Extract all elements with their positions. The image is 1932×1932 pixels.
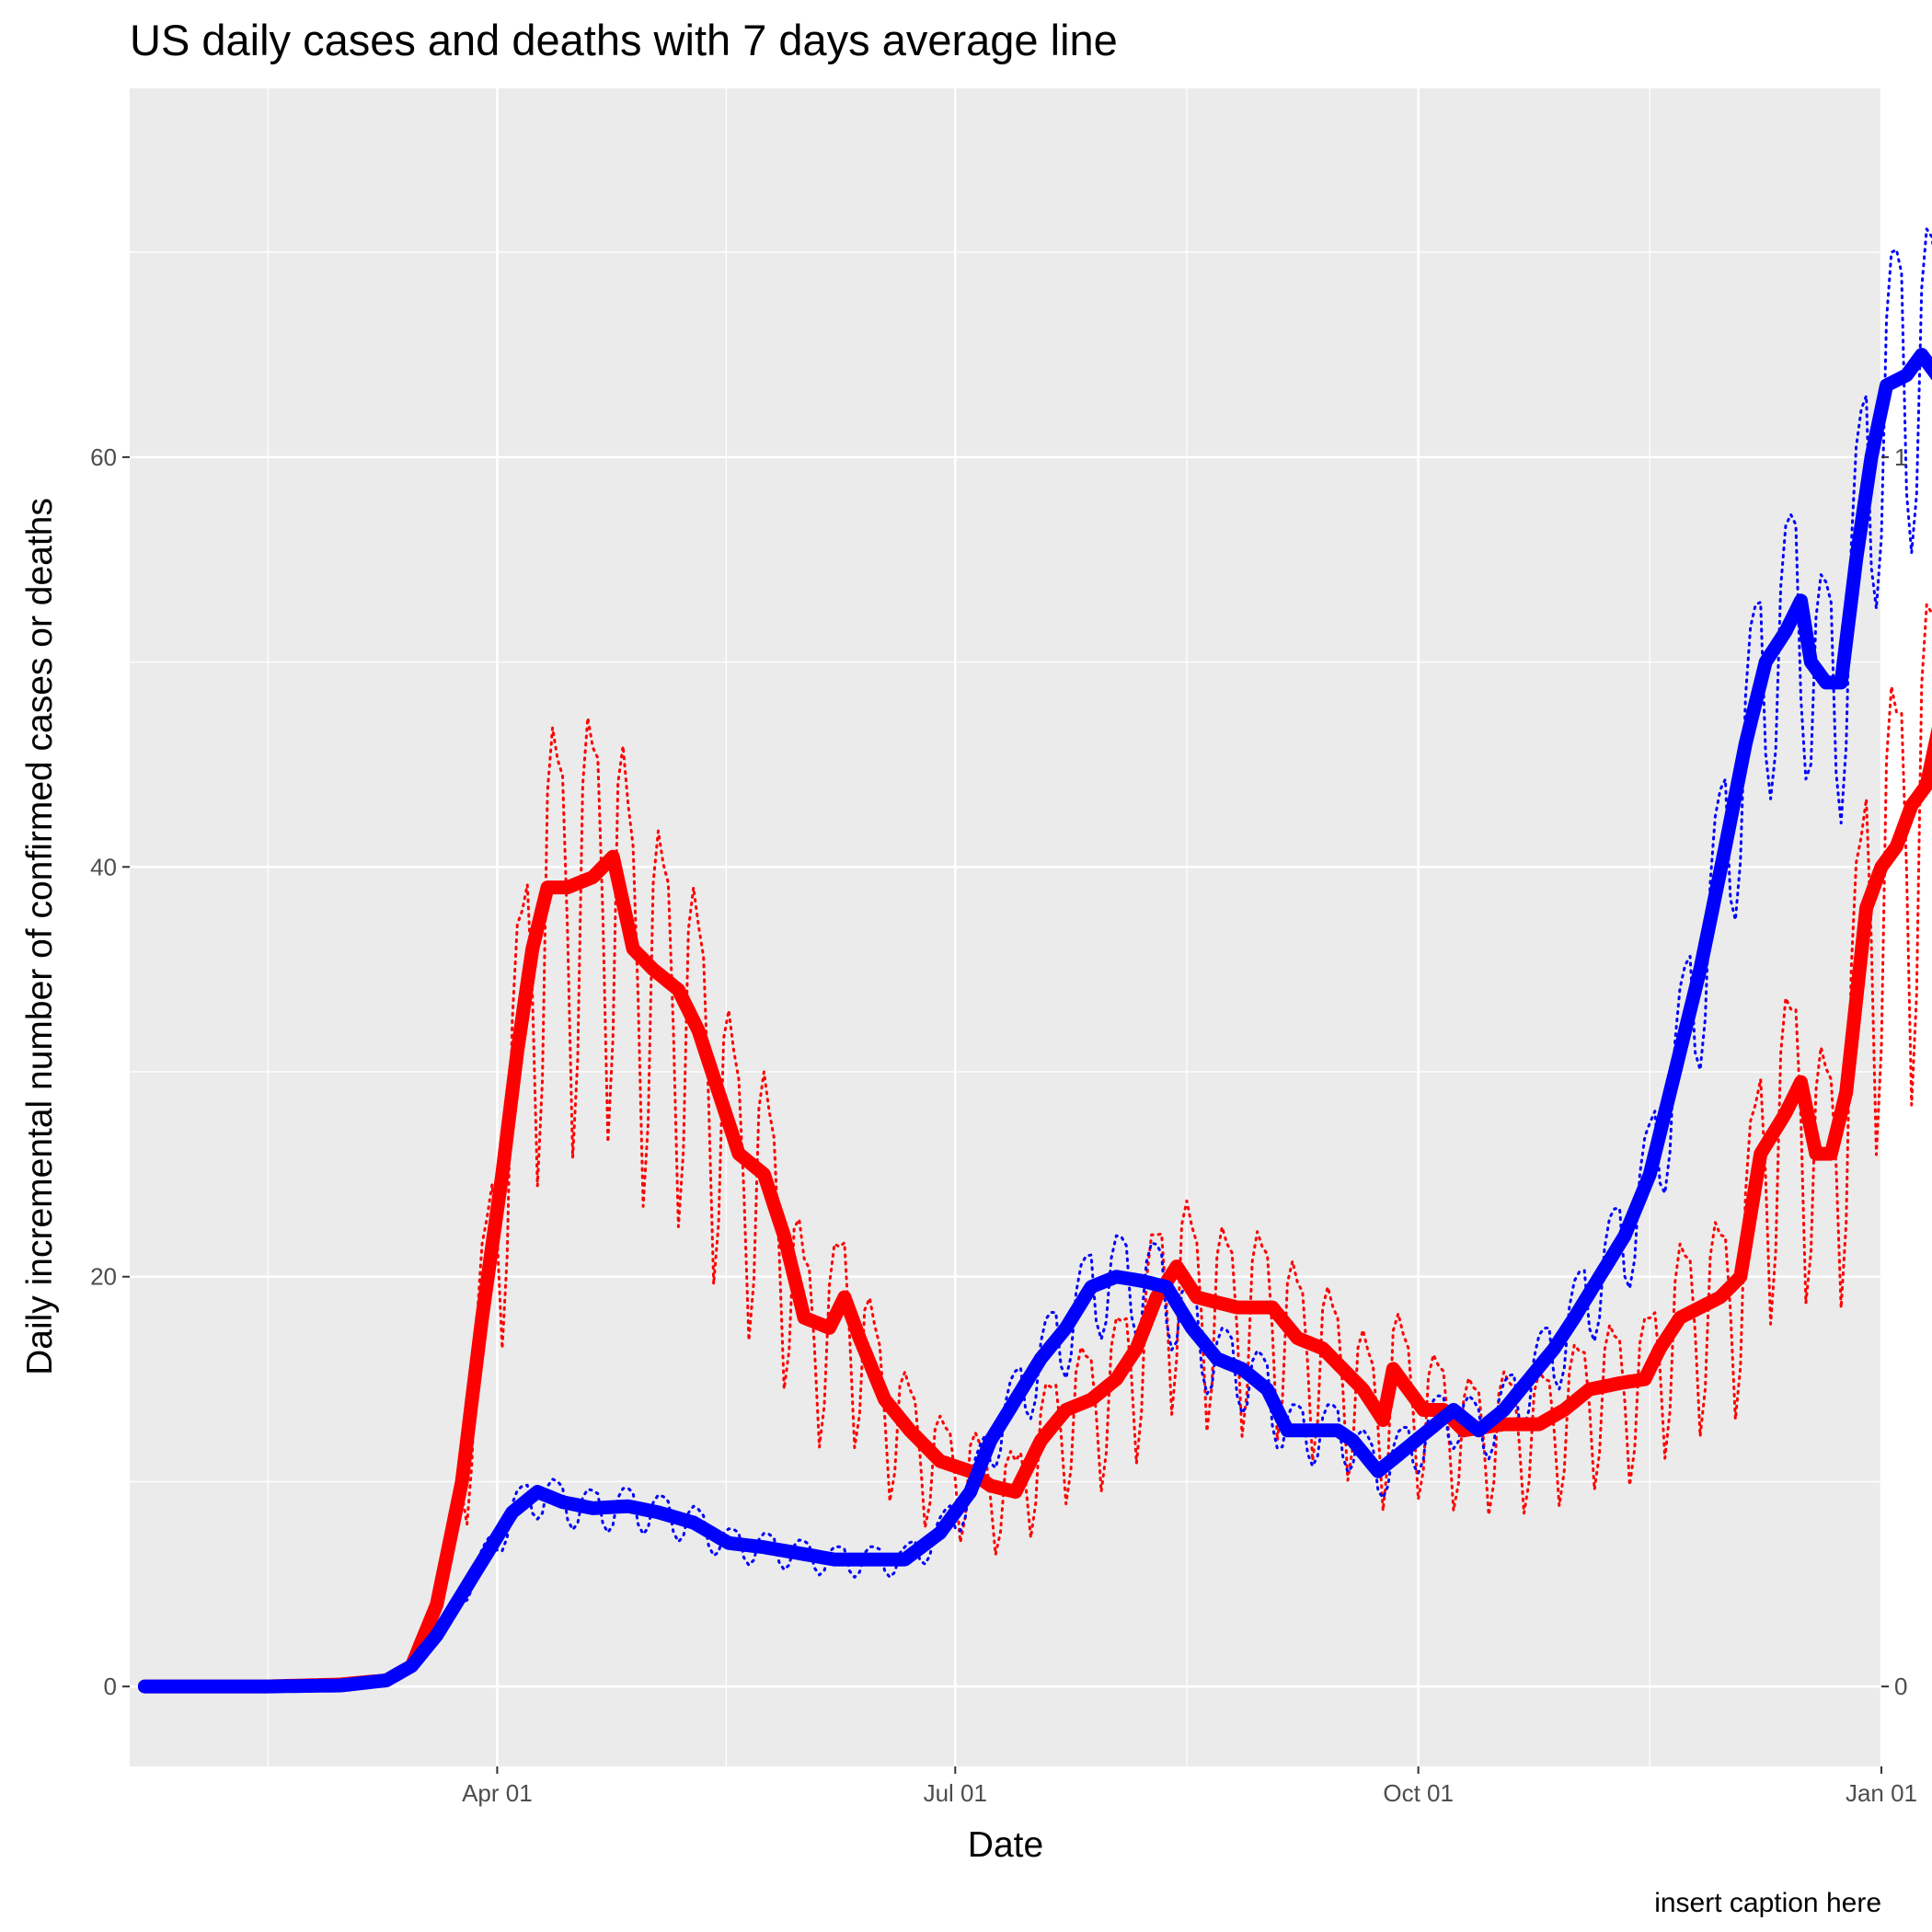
grid-minor (130, 88, 1881, 1766)
x-axis-title: Date (968, 1825, 1043, 1865)
grid-major (130, 88, 1883, 1766)
y2-tick-label: 0 (1894, 1673, 1907, 1700)
y-tick-label: 40 (90, 853, 117, 880)
y-tick-label: 20 (90, 1263, 117, 1291)
x-tick-label: Jan 01 (1846, 1779, 1917, 1807)
y-axis-title: Daily incremental number of confirmed ca… (20, 498, 60, 1375)
chart-title: US daily cases and deaths with 7 days av… (130, 16, 1118, 64)
deaths-7day-average-line (137, 726, 1932, 1694)
secondary-y-axis: 01 (1881, 443, 1907, 1700)
y-axis: 0 20 40 60 (90, 443, 130, 1700)
y-tick-label: 0 (104, 1673, 117, 1700)
cases-7day-average-line (137, 348, 1932, 1694)
chart-caption: insert caption here (1654, 1888, 1881, 1918)
plot-panel (130, 88, 1881, 1766)
y-tick-label: 60 (90, 443, 117, 471)
x-tick-label: Oct 01 (1383, 1779, 1454, 1807)
x-tick-label: Jul 01 (924, 1779, 987, 1807)
y2-tick-label: 1 (1894, 443, 1907, 471)
average-lines (137, 348, 1932, 1694)
x-axis: Apr 01 Jul 01 Oct 01 Jan 01 (462, 1766, 1917, 1807)
x-tick-label: Apr 01 (462, 1779, 533, 1807)
